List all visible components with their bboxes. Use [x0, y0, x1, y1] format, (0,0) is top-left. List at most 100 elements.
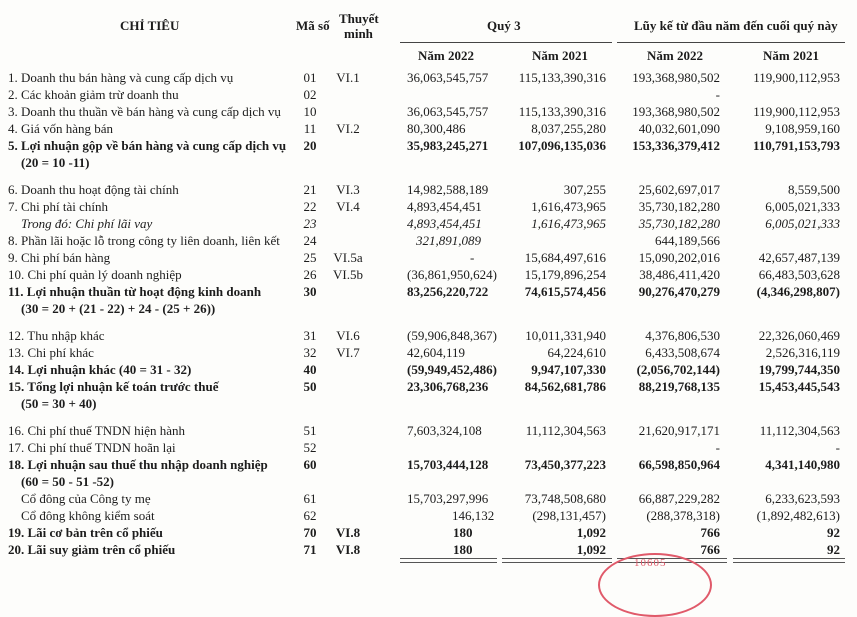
row-code: 01 — [303, 70, 317, 85]
income-statement-table: 1. Doanh thu bán hàng và cung cấp dịch v… — [0, 69, 857, 558]
value-q3-2021: 307,255 — [563, 182, 606, 197]
row-label: (30 = 20 + (21 - 22) + 24 - (25 + 26)) — [8, 301, 216, 316]
value-q3-2022: 4,893,454,451 — [407, 216, 482, 231]
value-ytd-2022: (288,378,318) — [646, 508, 720, 523]
value-ytd-2021: 6,233,623,593 — [765, 491, 840, 506]
table-row: 7. Chi phí tài chính 22 VI.4 4,893,454,451 1… — [0, 198, 857, 215]
row-label: 19. Lãi cơ bản trên cổ phiếu — [8, 525, 163, 540]
table-row: 2. Các khoản giảm trừ doanh thu 02 - — [0, 86, 857, 103]
table-row: (50 = 30 + 40) — [0, 395, 857, 412]
row-code: 71 — [303, 542, 317, 557]
value-q3-2021: 1,092 — [576, 525, 606, 540]
row-code: 40 — [303, 362, 317, 377]
total-rule-1 — [400, 558, 497, 563]
value-q3-2021: 10,011,331,940 — [525, 328, 606, 343]
value-q3-2022: 321,891,089 — [416, 233, 481, 248]
table-row: 11. Lợi nhuận thuần từ hoạt động kinh do… — [0, 283, 857, 300]
table-row: Cổ đông không kiểm soát 62 146,132 (298,131… — [0, 507, 857, 524]
value-ytd-2022: - — [715, 87, 720, 102]
total-rule-4 — [733, 558, 845, 563]
value-ytd-2022: 66,887,229,282 — [638, 491, 720, 506]
row-label: (50 = 30 + 40) — [8, 396, 97, 411]
value-ytd-2021: 6,005,021,333 — [765, 199, 840, 214]
value-q3-2022: 7,603,324,108 — [407, 423, 482, 438]
row-label: 1. Doanh thu bán hàng và cung cấp dịch v… — [8, 70, 234, 85]
table-row: 5. Lợi nhuận gộp về bán hàng và cung cấp… — [0, 137, 857, 154]
row-code: 30 — [303, 284, 317, 299]
row-code: 60 — [303, 457, 317, 472]
value-ytd-2022: 4,376,806,530 — [645, 328, 720, 343]
value-q3-2021: 64,224,610 — [547, 345, 607, 360]
value-q3-2021: 115,133,390,316 — [518, 70, 606, 85]
company-stamp: 10605 — [598, 553, 712, 617]
table-row: 6. Doanh thu hoạt động tài chính 21 VI.3 14… — [0, 181, 857, 198]
value-ytd-2022: 766 — [700, 525, 721, 540]
value-q3-2021: 15,684,497,616 — [524, 250, 606, 265]
value-q3-2021: 1,616,473,965 — [531, 199, 606, 214]
table-row: Trong đó: Chi phí lãi vay 23 4,893,454,451… — [0, 215, 857, 232]
table-row: 8. Phần lãi hoặc lỗ trong công ty liên d… — [0, 232, 857, 249]
value-q3-2022: 80,300,486 — [407, 121, 466, 136]
value-q3-2022: - — [470, 250, 475, 265]
value-ytd-2022: 40,032,601,090 — [638, 121, 720, 136]
value-ytd-2021: 6,005,021,333 — [765, 216, 840, 231]
row-label: Cổ đông của Công ty mẹ — [8, 491, 151, 506]
value-ytd-2021: 11,112,304,563 — [759, 423, 840, 438]
value-ytd-2021: - — [835, 440, 840, 455]
value-q3-2022: 15,703,297,996 — [407, 491, 489, 506]
value-q3-2022: (36,861,950,624) — [407, 267, 497, 282]
value-q3-2021: 84,562,681,786 — [524, 379, 606, 394]
value-ytd-2022: 35,730,182,280 — [638, 199, 720, 214]
spacer-row — [0, 171, 857, 181]
row-code: 62 — [303, 508, 317, 523]
value-q3-2022: 23,306,768,236 — [407, 379, 489, 394]
row-note: VI.8 — [335, 542, 361, 557]
value-ytd-2022: 766 — [700, 542, 721, 557]
value-q3-2022: 146,132 — [452, 508, 495, 523]
col-q3-2022: Năm 2022 — [418, 48, 474, 63]
row-code: 50 — [303, 379, 317, 394]
value-q3-2021: 9,947,107,330 — [531, 362, 606, 377]
value-ytd-2022: 38,486,411,420 — [639, 267, 720, 282]
row-label: 7. Chi phí tài chính — [8, 199, 109, 214]
table-row: 1. Doanh thu bán hàng và cung cấp dịch v… — [0, 69, 857, 86]
row-code: 52 — [303, 440, 317, 455]
header-code: Mã số — [296, 18, 330, 33]
header-note-2: minh — [344, 26, 373, 41]
row-label: 6. Doanh thu hoạt động tài chính — [8, 182, 179, 197]
row-note: VI.2 — [336, 121, 360, 136]
col-q3-2021: Năm 2021 — [532, 48, 588, 63]
table-row: 13. Chi phí khác 32 VI.7 42,604,119 64,224,6… — [0, 344, 857, 361]
row-code: 24 — [303, 233, 317, 248]
value-ytd-2022: 90,276,470,279 — [638, 284, 720, 299]
row-label: 16. Chi phí thuế TNDN hiện hành — [8, 423, 186, 438]
row-note: VI.3 — [336, 182, 360, 197]
value-q3-2021: 74,615,574,456 — [524, 284, 606, 299]
table-row: Cổ đông của Công ty mẹ 61 15,703,297,996 73… — [0, 490, 857, 507]
row-label: (20 = 10 -11) — [8, 155, 90, 170]
row-label: 2. Các khoản giảm trừ doanh thu — [8, 87, 179, 102]
table-row: 17. Chi phí thuế TNDN hoãn lại 52 - - — [0, 439, 857, 456]
value-ytd-2021: 15,453,445,543 — [758, 379, 840, 394]
value-ytd-2021: 9,108,959,160 — [765, 121, 840, 136]
header-note-1: Thuyết — [339, 11, 379, 26]
value-ytd-2021: 22,326,060,469 — [758, 328, 840, 343]
row-label: Trong đó: Chi phí lãi vay — [8, 216, 153, 231]
row-code: 23 — [303, 216, 317, 231]
value-q3-2022: 42,604,119 — [407, 345, 466, 360]
row-note: VI.5a — [333, 250, 363, 265]
table-row: 10. Chi phí quản lý doanh nghiệp 26 VI.5b (… — [0, 266, 857, 283]
value-ytd-2022: 25,602,697,017 — [638, 182, 720, 197]
row-code: 32 — [303, 345, 317, 360]
row-note: VI.5b — [333, 267, 363, 282]
ytd-rule — [617, 42, 845, 43]
value-q3-2022: (59,949,452,486) — [407, 362, 497, 377]
value-q3-2022: (59,906,848,367) — [407, 328, 497, 343]
value-ytd-2022: 35,730,182,280 — [638, 216, 720, 231]
value-q3-2021: 8,037,255,280 — [531, 121, 606, 136]
row-label: 5. Lợi nhuận gộp về bán hàng và cung cấp… — [8, 138, 287, 153]
row-label: 10. Chi phí quản lý doanh nghiệp — [8, 267, 182, 282]
row-label: 13. Chi phí khác — [8, 345, 94, 360]
row-code: 11 — [303, 121, 317, 136]
value-q3-2021: 15,179,896,254 — [524, 267, 606, 282]
